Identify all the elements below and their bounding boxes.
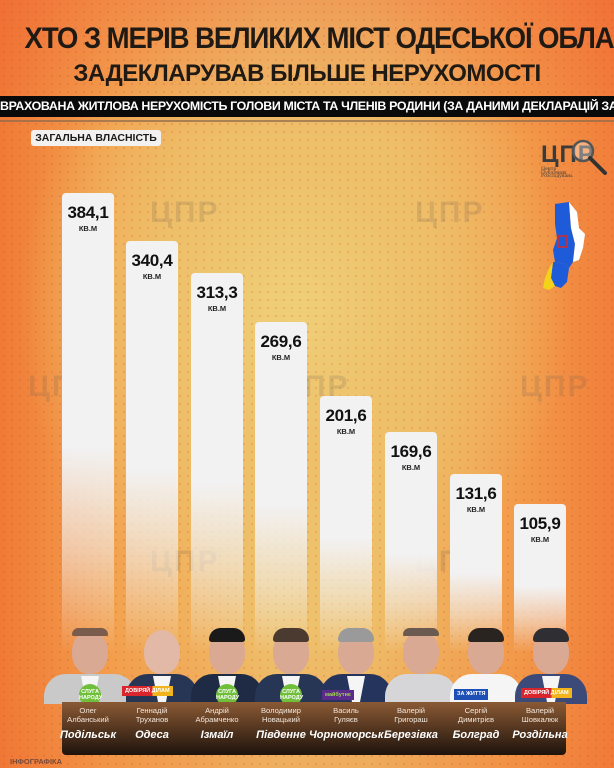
party-logo-sluha: СЛУГА НАРОДУ [280,684,303,706]
bar-unit: КВ.М [207,304,227,313]
hair [403,628,439,636]
photo-dymytriiev: ЗА ЖИТТЯ [450,624,522,704]
watermark-logo: ЦПР [415,196,485,229]
page-title-line2: ЗАДЕКЛАРУВАВ БІЛЬШЕ НЕРУХОМОСТІ [73,60,541,87]
city-label: Південне [256,729,306,741]
bar-unit: КВ.М [401,463,421,472]
bar-odesa: 340,4 КВ.М [126,241,178,653]
bar-berezivka: 169,6 КВ.М [385,432,437,653]
bar-izmail: 313,3 КВ.М [191,273,243,653]
hair [468,628,504,642]
mayor-name: Андрій Абрамченко [184,706,250,724]
mayor-name: Сергій Димитрієв [443,706,509,724]
first-name: Володимир [260,706,302,715]
subtitle-band: ВРАХОВАНА ЖИТЛОВА НЕРУХОМІСТЬ ГОЛОВИ МІС… [0,96,614,117]
divider [0,120,614,122]
cpr-logo: ЦПР Центр Публічних Розслідувань [541,139,607,180]
shirt-polo [385,674,457,704]
city-label: Березівка [384,729,438,741]
party-logo-doviryai: ДОВІРЯЙ ДІЛАМ [521,688,572,698]
last-name: Димитрієв [457,714,495,724]
bar-value: 169,6 [390,442,432,461]
mayor-name: Геннадій Труханов [119,706,185,724]
photo-hryhorash [385,624,457,704]
bar-podilsk: 384,1 КВ.М [62,193,114,653]
mayor-name: Валерій Шовкалюк [507,706,573,724]
bar-unit: КВ.М [466,505,486,514]
party-logo-sluha: СЛУГА НАРОДУ [79,684,102,706]
face [144,630,180,674]
last-name: Труханов [135,714,169,724]
bar-unit: КВ.М [336,427,356,436]
party-logo-sluha: СЛУГА НАРОДУ [216,684,239,706]
bar-unit: КВ.М [530,535,550,544]
bar-value: 384,1 [67,203,109,222]
bar-bolhrad: 131,6 КВ.М [450,474,502,653]
party-logo-doviryai: ДОВІРЯЙ ДІЛАМ [122,686,173,696]
logo-letters: ЦПР [541,141,595,168]
magnifier-icon [571,139,607,175]
footer-label: ІНФОГРАФІКА [10,757,63,766]
page-title: ХТО З МЕРІВ ВЕЛИКИХ МІСТ ОДЕСЬКОЇ ОБЛАСТ… [24,22,614,55]
bar-unit: КВ.М [78,224,98,233]
party-logo-maibutnie: майбутнє [322,690,354,700]
logo-caption-1: Центр [541,167,557,172]
photo-albanskyi: СЛУГА НАРОДУ [44,624,136,706]
photo-trukhanov: ДОВІРЯЙ ДІЛАМ [122,624,198,704]
last-name: Новацький [262,714,300,724]
mayor-name: Володимир Новацький [248,706,314,724]
hair [209,628,245,642]
city-label: Болград [452,729,500,741]
party-logo-za-zhyttia: ЗА ЖИТТЯ [454,689,489,700]
first-name: Валерій [525,706,555,715]
last-name: Абрамченко [195,714,239,724]
last-name: Гуляєв [334,714,358,724]
mayor-name: Олег Албанський [55,706,121,724]
hair [72,628,108,636]
bar-unit: КВ.М [142,272,162,281]
first-name: Геннадій [136,706,168,715]
bar-unit: КВ.М [271,353,291,362]
logo-caption-2: Публічних [541,170,567,176]
hair [273,628,309,642]
hair [338,628,374,642]
hair [533,628,569,642]
bar-value: 269,6 [260,332,302,351]
bar-pivdenne: 269,6 КВ.М [255,322,307,653]
mayor-name: Василь Гуляєв [313,706,379,724]
city-label: Подільськ [59,729,117,741]
mayor-name: Валерій Григораш [378,706,444,724]
mayor-photos: СЛУГА НАРОДУ ДОВІРЯЙ ДІЛАМ СЛУГА НАРОДУ … [38,622,587,706]
odesa-oblast-map-icon [543,202,585,290]
first-name: Сергій [464,706,488,715]
city-label: Ізмаїл [200,729,234,741]
first-name: Олег [79,706,97,715]
bar-chornomorsk: 201,6 КВ.М [320,396,372,653]
bar-value: 131,6 [455,484,497,503]
bar-value: 201,6 [325,406,367,425]
city-label: Роздільна [512,729,568,741]
photo-shovkaliuk: ДОВІРЯЙ ДІЛАМ [515,624,587,704]
legend-badge: ЗАГАЛЬНА ВЛАСНІСТЬ [31,130,161,146]
face [72,630,108,674]
logo-caption-3: Розслідувань [541,174,573,179]
bar-value: 340,4 [131,251,173,270]
watermark-logo: ЦПР [150,196,220,229]
first-name: Андрій [205,706,229,715]
photo-huliaiev: майбутнє [320,624,392,704]
mayor-names-panel: Олег Албанський Подільськ Геннадій Трухано… [60,702,568,755]
last-name: Григораш [394,714,428,724]
watermark-logo: ЦПР [520,370,590,403]
last-name: Албанський [67,714,109,724]
photo-novatskyi: СЛУГА НАРОДУ [255,624,327,706]
first-name: Василь [333,706,359,715]
bar-value: 105,9 [519,514,561,533]
photo-abramchenko: СЛУГА НАРОДУ [191,624,263,706]
bar-value: 313,3 [196,283,238,302]
last-name: Шовкалюк [521,714,559,724]
city-label: Чорноморськ [309,729,384,741]
city-label: Одеса [135,729,169,741]
face [403,630,439,674]
first-name: Валерій [396,706,426,715]
